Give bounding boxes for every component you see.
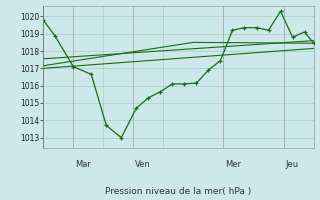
Text: Mer: Mer	[225, 160, 241, 169]
Text: Mar: Mar	[75, 160, 91, 169]
Text: Pression niveau de la mer( hPa ): Pression niveau de la mer( hPa )	[105, 187, 252, 196]
Text: Ven: Ven	[135, 160, 151, 169]
Text: Jeu: Jeu	[285, 160, 298, 169]
